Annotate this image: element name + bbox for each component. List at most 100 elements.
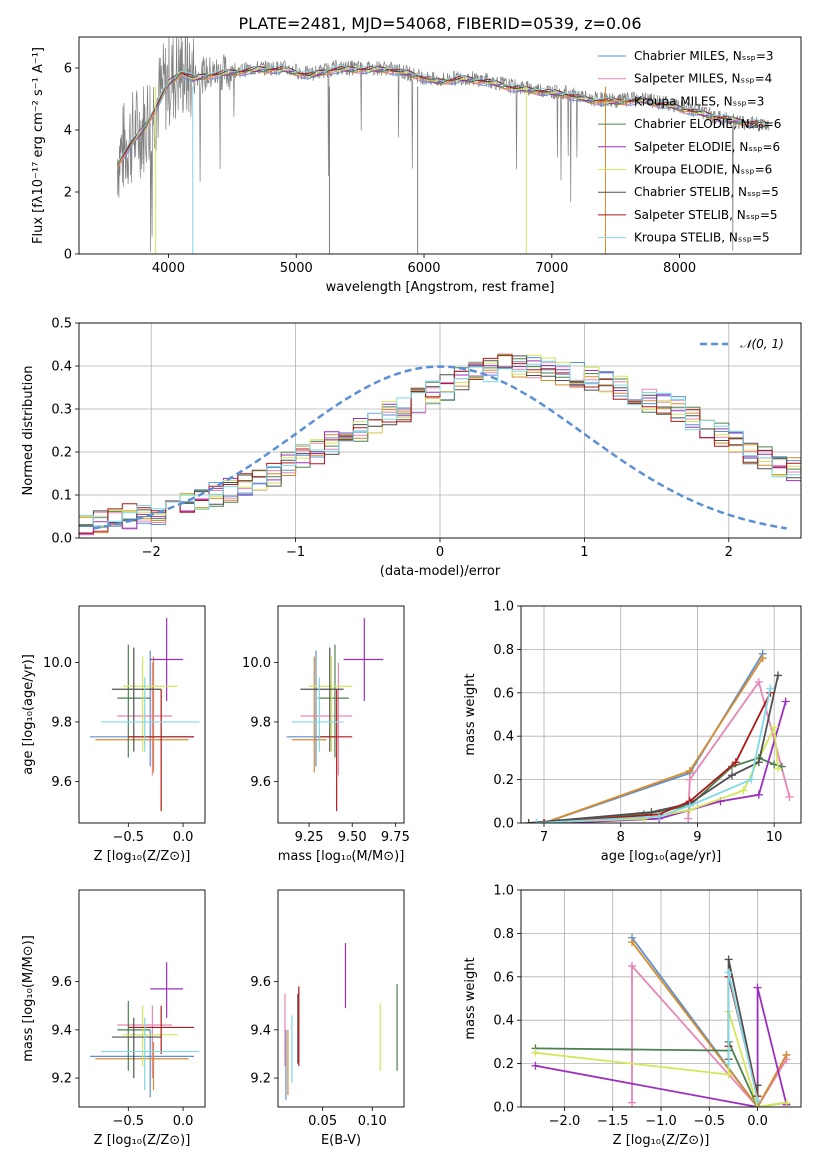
plus-marker bbox=[782, 1098, 791, 1107]
plus-marker bbox=[739, 786, 748, 795]
axes-frame bbox=[78, 605, 206, 824]
histogram-series bbox=[79, 354, 801, 528]
weight-line bbox=[543, 653, 764, 823]
x-tick-label: 9.25 bbox=[295, 830, 324, 845]
plus-marker bbox=[540, 819, 549, 823]
errorbars bbox=[89, 962, 200, 1098]
y-axis-label: mass weight bbox=[463, 673, 478, 755]
y-tick-label: 2 bbox=[64, 186, 72, 201]
plus-marker bbox=[628, 1098, 637, 1107]
y-axis-label: age [log₁₀(age/yr)] bbox=[21, 654, 36, 775]
errorbars bbox=[286, 617, 384, 812]
y-tick-label: 9.2 bbox=[250, 1072, 271, 1087]
weight-line bbox=[727, 972, 759, 1101]
y-tick-label: 0.0 bbox=[493, 817, 514, 832]
y-tick-label: 9.6 bbox=[250, 775, 271, 790]
y-tick-label: 0.2 bbox=[493, 1057, 514, 1072]
plus-marker bbox=[524, 819, 533, 823]
x-axis-label: wavelength [Angstrom, rest frame] bbox=[326, 280, 555, 295]
model-line bbox=[116, 65, 769, 164]
x-axis-label: Z [log₁₀(Z/Z⊙)] bbox=[94, 1133, 191, 1148]
legend-entry: Chabrier ELODIE, Nₛₛₚ=6 bbox=[634, 117, 781, 131]
normal-curve bbox=[93, 365, 787, 530]
plus-marker bbox=[724, 955, 733, 964]
plus-marker bbox=[724, 1059, 733, 1068]
plus-marker bbox=[753, 1096, 762, 1105]
plus-marker bbox=[754, 758, 763, 767]
y-tick-label: 0.6 bbox=[493, 970, 514, 985]
x-tick-label: −1.5 bbox=[597, 1114, 629, 1129]
x-tick-label: 9.75 bbox=[381, 830, 410, 845]
y-tick-label: 0.4 bbox=[493, 1014, 514, 1029]
x-tick-label: −2 bbox=[142, 545, 161, 560]
plus-marker bbox=[782, 1050, 791, 1059]
x-tick-label: 8000 bbox=[663, 261, 696, 276]
weight-line bbox=[528, 724, 779, 823]
y-tick-label: 9.8 bbox=[250, 715, 271, 730]
x-tick-label: −1.0 bbox=[645, 1114, 677, 1129]
plus-marker bbox=[727, 771, 736, 780]
y-tick-label: 6 bbox=[64, 62, 72, 77]
y-tick-label: 1.0 bbox=[493, 884, 514, 899]
legend-entry: Chabrier MILES, Nₛₛₚ=3 bbox=[634, 49, 774, 63]
plus-marker bbox=[655, 812, 664, 821]
y-axis-label: Normed distribution bbox=[21, 366, 36, 496]
x-tick-label: 2 bbox=[725, 545, 733, 560]
plus-marker bbox=[724, 1070, 733, 1079]
x-axis-label: mass [log₁₀(M/M⊙)] bbox=[278, 849, 405, 864]
x-tick-label: 7000 bbox=[535, 261, 568, 276]
legend-entry: Kroupa ELODIE, Nₛₛₚ=6 bbox=[634, 163, 772, 177]
plus-marker bbox=[685, 775, 694, 784]
axes-frame bbox=[277, 605, 405, 824]
x-tick-label: 10 bbox=[766, 830, 783, 845]
plus-marker bbox=[747, 775, 756, 784]
plus-marker bbox=[684, 814, 693, 823]
y-tick-label: 0.0 bbox=[493, 1101, 514, 1116]
weight-line bbox=[528, 675, 779, 823]
plus-marker bbox=[770, 723, 779, 732]
x-tick-label: 0.0 bbox=[173, 830, 194, 845]
y-tick-label: 0.2 bbox=[51, 446, 72, 461]
y-tick-label: 1.0 bbox=[493, 600, 514, 615]
x-tick-label: 5000 bbox=[280, 261, 313, 276]
x-tick-label: −1 bbox=[286, 545, 305, 560]
legend-entry: Chabrier STELIB, Nₛₛₚ=5 bbox=[634, 185, 779, 199]
y-tick-label: 4 bbox=[64, 124, 72, 139]
errorbars bbox=[89, 617, 200, 812]
y-tick-label: 0.2 bbox=[493, 773, 514, 788]
x-tick-label: −2.0 bbox=[549, 1114, 581, 1129]
plus-marker bbox=[753, 983, 762, 992]
x-tick-label: 9 bbox=[693, 830, 701, 845]
plus-marker bbox=[731, 758, 740, 767]
y-tick-label: 0.4 bbox=[51, 360, 72, 375]
chart-title: PLATE=2481, MJD=54068, FIBERID=0539, z=0… bbox=[238, 14, 641, 33]
axes-frame bbox=[78, 889, 206, 1108]
plus-marker bbox=[628, 938, 637, 947]
plus-marker bbox=[685, 766, 694, 775]
y-tick-label: 0 bbox=[64, 248, 72, 263]
x-tick-label: 0.0 bbox=[747, 1114, 768, 1129]
plus-marker bbox=[773, 764, 782, 773]
x-tick-label: 0 bbox=[436, 545, 444, 560]
errorbars bbox=[284, 943, 398, 1100]
plus-marker bbox=[532, 819, 541, 823]
plus-marker bbox=[754, 790, 763, 799]
y-tick-label: 0.8 bbox=[493, 927, 514, 942]
x-tick-label: 0.0 bbox=[173, 1114, 194, 1129]
x-axis-label: Z [log₁₀(Z/Z⊙)] bbox=[94, 849, 191, 864]
plus-marker bbox=[628, 961, 637, 970]
axes-frame bbox=[520, 605, 802, 824]
y-tick-label: 9.6 bbox=[51, 975, 72, 990]
plus-marker bbox=[781, 697, 790, 706]
y-tick-label: 9.8 bbox=[51, 715, 72, 730]
y-tick-label: 10.0 bbox=[43, 656, 72, 671]
weight-line bbox=[631, 941, 788, 1107]
plus-marker bbox=[754, 677, 763, 686]
x-tick-label: −0.5 bbox=[113, 1114, 145, 1129]
y-tick-label: 9.6 bbox=[250, 975, 271, 990]
y-tick-label: 0.3 bbox=[51, 403, 72, 418]
legend-entry: 𝒩(0, 1) bbox=[740, 337, 784, 351]
spectrum-lines bbox=[116, 37, 770, 254]
y-tick-label: 0.1 bbox=[51, 489, 72, 504]
y-tick-label: 0.8 bbox=[493, 643, 514, 658]
